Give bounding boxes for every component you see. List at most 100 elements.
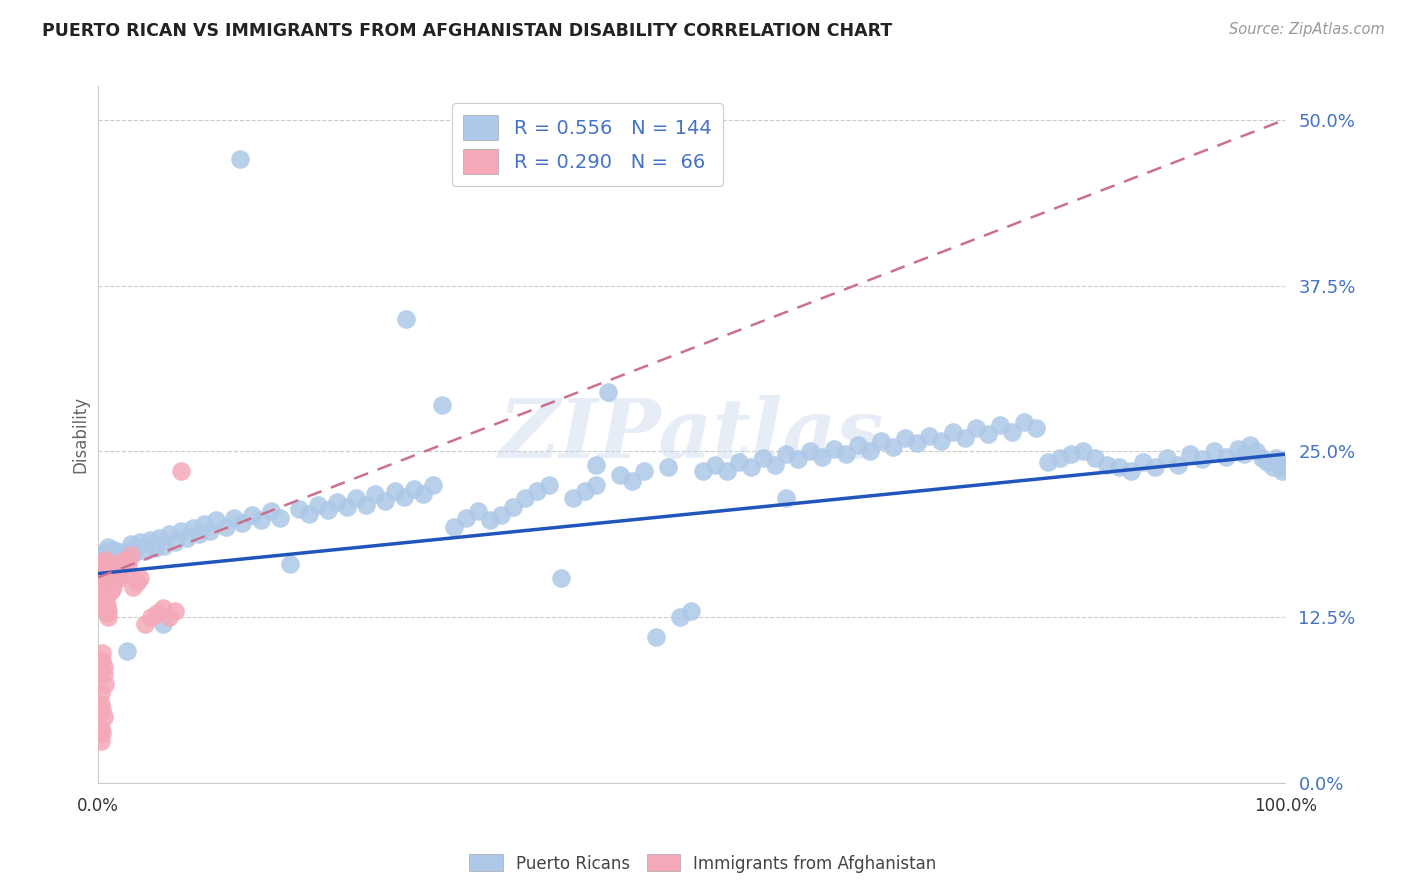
Point xyxy=(90,686,112,700)
Point xyxy=(1215,450,1237,464)
Point xyxy=(515,491,537,505)
Point xyxy=(93,588,115,602)
Point xyxy=(231,516,253,530)
Point xyxy=(148,531,170,545)
Point xyxy=(454,511,477,525)
Point xyxy=(98,561,121,575)
Point xyxy=(1264,451,1286,466)
Point xyxy=(1049,451,1071,466)
Point xyxy=(100,583,122,598)
Legend: Puerto Ricans, Immigrants from Afghanistan: Puerto Ricans, Immigrants from Afghanist… xyxy=(463,847,943,880)
Point xyxy=(260,504,283,518)
Point xyxy=(97,540,120,554)
Point xyxy=(704,458,727,472)
Point xyxy=(740,460,762,475)
Point xyxy=(574,484,596,499)
Point xyxy=(326,495,349,509)
Point xyxy=(110,552,132,566)
Point xyxy=(108,571,131,585)
Point xyxy=(120,537,142,551)
Point xyxy=(823,442,845,456)
Point xyxy=(101,580,124,594)
Point xyxy=(1180,447,1202,461)
Point xyxy=(870,434,893,448)
Point xyxy=(1191,452,1213,467)
Point xyxy=(93,583,115,598)
Point xyxy=(1167,458,1189,472)
Point xyxy=(1119,464,1142,478)
Point xyxy=(108,560,131,574)
Point xyxy=(139,610,162,624)
Point xyxy=(91,548,114,562)
Point xyxy=(90,734,112,748)
Text: ZIPatlas: ZIPatlas xyxy=(499,395,884,475)
Point xyxy=(93,710,115,724)
Point xyxy=(122,580,145,594)
Point xyxy=(364,487,387,501)
Point xyxy=(98,571,121,585)
Point xyxy=(384,484,406,499)
Point xyxy=(240,508,263,523)
Point xyxy=(108,545,131,559)
Point xyxy=(117,553,139,567)
Point xyxy=(269,511,291,525)
Point xyxy=(93,593,115,607)
Point xyxy=(1271,464,1294,478)
Point xyxy=(502,500,524,515)
Y-axis label: Disability: Disability xyxy=(72,396,89,474)
Point xyxy=(96,566,118,581)
Point xyxy=(96,607,118,621)
Point xyxy=(681,604,703,618)
Point xyxy=(621,474,644,488)
Point xyxy=(107,558,129,572)
Point xyxy=(100,566,122,581)
Point xyxy=(918,428,941,442)
Point xyxy=(97,574,120,589)
Point xyxy=(929,434,952,448)
Point xyxy=(129,571,152,585)
Point xyxy=(308,498,330,512)
Point xyxy=(1060,447,1083,461)
Point xyxy=(412,487,434,501)
Point xyxy=(94,591,117,605)
Point xyxy=(1250,451,1272,466)
Point xyxy=(91,558,114,572)
Point xyxy=(94,544,117,558)
Point xyxy=(346,491,368,505)
Point xyxy=(799,444,821,458)
Point xyxy=(157,610,180,624)
Point xyxy=(430,398,453,412)
Point xyxy=(163,604,186,618)
Point xyxy=(200,524,222,538)
Point xyxy=(787,452,810,467)
Point xyxy=(152,617,174,632)
Point xyxy=(657,460,679,475)
Point xyxy=(942,425,965,439)
Point xyxy=(336,500,359,515)
Point xyxy=(598,384,620,399)
Point xyxy=(93,550,115,565)
Point xyxy=(170,524,193,538)
Point xyxy=(115,544,138,558)
Point xyxy=(858,444,880,458)
Point xyxy=(143,541,166,556)
Point xyxy=(1233,447,1256,461)
Point xyxy=(91,580,114,594)
Point xyxy=(115,566,138,581)
Point xyxy=(585,477,607,491)
Text: Source: ZipAtlas.com: Source: ZipAtlas.com xyxy=(1229,22,1385,37)
Point xyxy=(402,482,425,496)
Point xyxy=(1073,444,1095,458)
Point xyxy=(443,520,465,534)
Point xyxy=(94,577,117,591)
Point xyxy=(392,490,415,504)
Point xyxy=(152,601,174,615)
Point xyxy=(104,558,127,572)
Point xyxy=(122,547,145,561)
Point xyxy=(668,610,690,624)
Point xyxy=(644,630,666,644)
Point xyxy=(288,501,311,516)
Point xyxy=(107,566,129,581)
Point xyxy=(96,583,118,598)
Point xyxy=(229,153,252,167)
